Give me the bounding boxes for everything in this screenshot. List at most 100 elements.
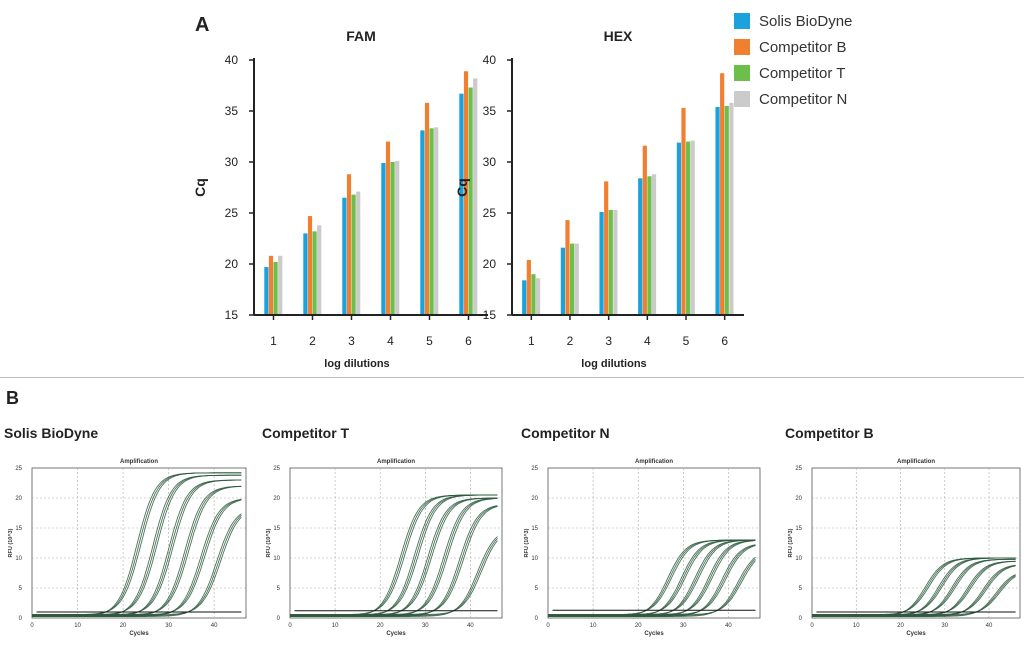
amp-solis-biodyne-x-tick-label: 30 [165, 623, 172, 629]
amp-solis-biodyne-x-tick-label: 40 [211, 623, 218, 629]
hex-bar-competitor-t-6 [724, 105, 729, 316]
amp-competitor-n-y-tick-label: 25 [531, 466, 538, 472]
amp-competitor-n-y-tick-label: 0 [535, 616, 539, 622]
amp-competitor-n-y-tick-label: 5 [535, 586, 539, 592]
amp-competitor-b-x-axis-label: Cycles [906, 631, 926, 637]
amp-chart-solis: 0 10 20 30 40 0 5 10 15 20 25 Amplification Cycles RF… [8, 459, 247, 637]
hex-x-tick-label: 5 [683, 334, 690, 348]
hex-y-tick-label: 30 [483, 155, 497, 169]
hex-bar-chart: HEX 15 20 25 30 35 40 Cq 1 2 3 4 5 6 log dilutions [454, 28, 744, 370]
fam-x-tick-label: 1 [270, 334, 277, 348]
fam-bar-competitor-t-3 [351, 194, 356, 315]
hex-bar-competitor-t-5 [686, 141, 691, 315]
hex-bar-solis-biodyne-1 [522, 280, 527, 315]
legend-item-competitor-n: Competitor N [734, 86, 852, 112]
amp-solis-biodyne-curve-dilution-6 [32, 516, 242, 616]
amp-competitor-b-y-axis-label: RFU (10^3) [788, 528, 794, 557]
amp-competitor-b-title: Amplification [897, 459, 935, 465]
amp-chart-competitor-n: 0 10 20 30 40 0 5 10 15 20 25 Amplification Cycles RF… [524, 459, 761, 637]
fam-bar-competitor-t-4 [390, 162, 395, 315]
hex-bar-competitor-t-4 [647, 176, 652, 315]
section-divider [0, 377, 1024, 378]
fam-bar-chart: FAM 15 20 25 30 35 40 Cq 1 2 3 4 5 6 log dilutions [192, 28, 488, 370]
fam-y-tick-label: 25 [225, 206, 239, 220]
amp-title-solis: Solis BioDyne [4, 425, 99, 441]
hex-bar-competitor-b-2 [565, 220, 570, 315]
amp-competitor-b-y-tick-label: 20 [795, 496, 802, 502]
fam-y-tick-label: 35 [225, 104, 239, 118]
amp-competitor-b-plot-area [811, 467, 1021, 619]
amp-solis-biodyne-y-tick-label: 5 [19, 586, 23, 592]
amp-solis-biodyne-curve-dilution-6 [32, 514, 242, 617]
amp-solis-biodyne-y-tick-label: 0 [19, 616, 23, 622]
amp-competitor-t-x-tick-label: 20 [377, 623, 384, 629]
fam-bar-solis-biodyne-2 [303, 233, 308, 315]
amp-competitor-t-x-tick-label: 30 [422, 623, 429, 629]
amp-competitor-t-x-axis-label: Cycles [386, 631, 406, 637]
amp-competitor-b-y-tick-label: 15 [795, 526, 802, 532]
hex-bar-competitor-b-4 [642, 145, 647, 315]
hex-bar-competitor-b-1 [526, 259, 531, 315]
amp-solis-biodyne-x-tick-label: 10 [74, 623, 81, 629]
amp-competitor-b-curve-dilution-6 [812, 576, 1016, 616]
amp-chart-competitor-b: 0 10 20 30 40 0 5 10 15 20 25 Amplification Cycles RF… [788, 459, 1021, 637]
fam-bar-competitor-t-1 [273, 261, 278, 315]
amp-solis-biodyne-y-tick-label: 10 [15, 556, 22, 562]
hex-bar-competitor-n-5 [690, 140, 695, 315]
hex-y-tick-label: 15 [483, 308, 497, 322]
fam-bar-solis-biodyne-5 [420, 130, 425, 315]
fam-x-tick-label: 4 [387, 334, 394, 348]
amp-competitor-t-y-tick-label: 0 [277, 616, 281, 622]
hex-bar-competitor-n-4 [651, 174, 657, 315]
amp-competitor-n-x-tick-label: 20 [635, 623, 642, 629]
legend-swatch-competitor-n [734, 91, 750, 107]
fam-bar-solis-biodyne-3 [342, 197, 347, 315]
amp-competitor-t-y-axis-label: RFU (10^3) [266, 528, 272, 557]
amp-competitor-n-y-tick-label: 20 [531, 496, 538, 502]
hex-x-tick-label: 2 [567, 334, 574, 348]
legend-swatch-solis [734, 13, 750, 29]
hex-x-tick-label: 3 [605, 334, 612, 348]
fam-x-tick-label: 6 [465, 334, 472, 348]
hex-bar-competitor-n-2 [574, 243, 579, 315]
hex-bar-competitor-t-2 [570, 243, 575, 315]
legend-label-solis: Solis BioDyne [759, 12, 853, 30]
hex-x-tick-label: 1 [528, 334, 535, 348]
amp-solis-biodyne-x-axis-label: Cycles [129, 631, 149, 637]
fam-bar-competitor-b-4 [385, 141, 391, 315]
amp-solis-biodyne-title: Amplification [120, 459, 158, 465]
legend-swatch-competitor-b [734, 39, 750, 55]
fam-y-axis-label: Cq [192, 178, 208, 197]
fam-x-axis-label: log dilutions [324, 358, 389, 370]
fam-y-tick-label: 20 [225, 257, 239, 271]
amp-title-competitor-n: Competitor N [521, 425, 610, 441]
amp-competitor-t-x-tick-label: 40 [467, 623, 474, 629]
amp-chart-competitor-t: 0 10 20 30 40 0 5 10 15 20 25 Amplification Cycles RF… [266, 459, 503, 637]
fam-x-tick-label: 3 [348, 334, 355, 348]
fam-bar-competitor-b-2 [307, 216, 313, 315]
fam-bar-competitor-t-2 [312, 231, 317, 315]
hex-bar-competitor-n-6 [729, 102, 734, 315]
amp-competitor-b-y-tick-label: 10 [795, 556, 802, 562]
amp-title-competitor-b: Competitor B [785, 425, 874, 441]
fam-chart-title: FAM [346, 28, 376, 44]
legend-item-competitor-t: Competitor T [734, 60, 852, 86]
amp-competitor-t-title: Amplification [377, 459, 415, 465]
legend-label-competitor-t: Competitor T [759, 64, 846, 82]
hex-bar-competitor-b-5 [681, 107, 686, 315]
hex-bar-competitor-t-1 [531, 274, 536, 315]
hex-bar-solis-biodyne-3 [599, 211, 604, 315]
hex-y-tick-label: 35 [483, 104, 497, 118]
amp-competitor-b-x-tick-label: 30 [941, 623, 948, 629]
hex-x-axis-label: log dilutions [581, 358, 646, 370]
hex-bar-solis-biodyne-2 [560, 247, 565, 315]
fam-bar-competitor-t-6 [468, 87, 473, 315]
amp-competitor-t-curve-dilution-6 [290, 538, 498, 617]
fam-bar-solis-biodyne-6 [459, 93, 464, 315]
fam-y-tick-label: 30 [225, 155, 239, 169]
fam-bar-competitor-n-2 [317, 225, 322, 315]
amp-competitor-t-curve-dilution-6 [290, 540, 498, 616]
amp-competitor-n-x-axis-label: Cycles [644, 631, 664, 637]
amp-competitor-n-y-tick-label: 15 [531, 526, 538, 532]
amp-competitor-b-x-tick-label: 20 [897, 623, 904, 629]
